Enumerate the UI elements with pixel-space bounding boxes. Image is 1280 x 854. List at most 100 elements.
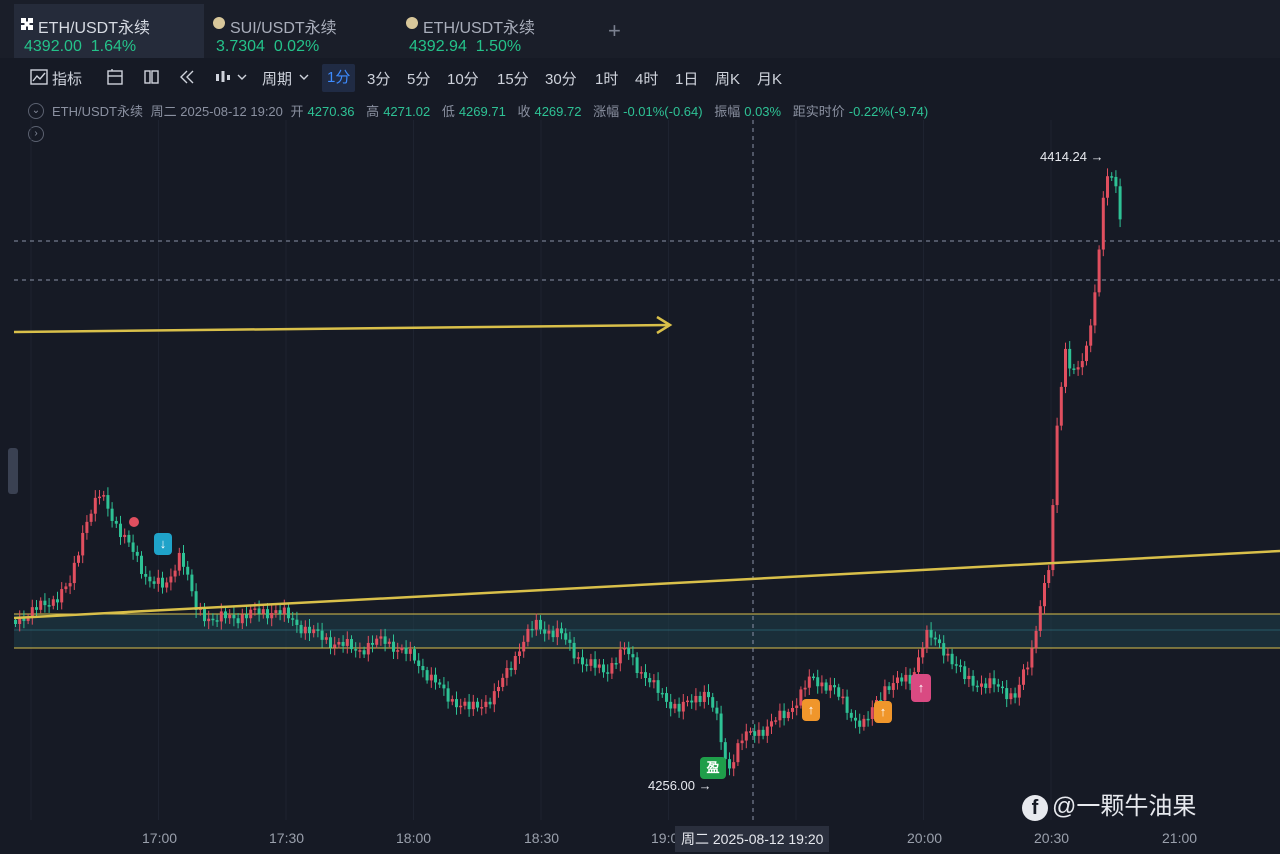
candle-body: [417, 660, 421, 667]
candle-body: [173, 570, 177, 577]
candle-body: [1072, 368, 1076, 370]
indicator-icon[interactable]: [30, 68, 48, 86]
template-icon[interactable]: [106, 68, 124, 86]
tab-bar: ETH/USDT永续 4392.00 1.64% SUI/USDT永续 3.73…: [0, 0, 1280, 58]
candle-body: [182, 552, 185, 567]
x-axis: 17:00 17:30 18:00 18:30 19:00 20:00 20:3…: [0, 822, 1280, 854]
interval-month[interactable]: 月K: [757, 71, 783, 88]
candle-body: [896, 677, 899, 684]
candlestick-chart[interactable]: [14, 120, 1280, 820]
candle-body: [757, 729, 761, 736]
candle-body: [849, 712, 853, 718]
candle-body: [749, 731, 752, 733]
candle-type-icon[interactable]: [214, 68, 232, 86]
tab-sui-usdt-perp[interactable]: SUI/USDT永续 3.7304 0.02%: [206, 4, 396, 58]
candle-body: [408, 649, 412, 654]
candle-body: [933, 637, 937, 640]
candle-body: [1097, 249, 1101, 293]
candle-body: [337, 641, 341, 645]
interval-1d[interactable]: 1日: [675, 71, 699, 88]
interval-5m[interactable]: 5分: [407, 71, 431, 88]
candle-body: [904, 674, 908, 682]
candle-body: [589, 659, 593, 666]
interval-4h[interactable]: 4时: [635, 71, 659, 88]
candle-body: [442, 684, 446, 689]
candle-body: [862, 718, 866, 727]
interval-15m[interactable]: 15分: [497, 71, 529, 88]
candle-body: [39, 600, 43, 610]
candle-body: [807, 676, 811, 688]
interval-1m[interactable]: 1分: [322, 64, 356, 92]
chevron-down-icon[interactable]: [236, 70, 254, 88]
candle-body: [219, 611, 223, 622]
candle-body: [253, 608, 257, 610]
candle-body: [702, 691, 706, 702]
candle-body: [828, 685, 832, 691]
add-tab-button[interactable]: +: [608, 18, 621, 43]
candle-body: [165, 582, 169, 588]
candle-body: [1118, 186, 1122, 220]
replay-icon[interactable]: [178, 68, 196, 86]
candle-body: [312, 629, 316, 634]
interval-week[interactable]: 周K: [715, 71, 741, 88]
interval-3m[interactable]: 3分: [367, 71, 391, 88]
candle-body: [992, 678, 996, 685]
candle-body: [329, 637, 332, 648]
candle-body: [711, 697, 715, 708]
candle-body: [148, 576, 152, 582]
interval-10m[interactable]: 10分: [447, 71, 479, 88]
candle-body: [471, 701, 475, 710]
candle-body: [375, 638, 379, 645]
candle-body: [996, 684, 1000, 687]
candle-body: [152, 581, 156, 584]
expand-icon[interactable]: ›: [28, 126, 44, 142]
collapse-icon[interactable]: ⌄: [28, 103, 44, 119]
candle-body: [1110, 176, 1114, 178]
candle-body: [841, 696, 845, 699]
tab-eth-usdt-perp[interactable]: ETH/USDT永续 4392.00 1.64%: [14, 4, 204, 58]
buy-signal-marker[interactable]: ↑: [911, 674, 931, 702]
tab-title: ETH/USDT永续: [38, 20, 151, 37]
candle-body: [1009, 693, 1013, 700]
interval-1h[interactable]: 1时: [595, 71, 619, 88]
candle-body: [975, 685, 979, 688]
change-value: -0.01%(-0.64): [623, 104, 703, 119]
candle-body: [320, 630, 324, 640]
candle-body: [639, 672, 643, 674]
candle-body: [467, 701, 471, 710]
candle-body: [732, 762, 736, 769]
sell-signal-marker[interactable]: ↓: [154, 533, 172, 555]
profit-marker[interactable]: 盈: [700, 757, 726, 779]
chart-toolbar: 指标 周期 1分 3分 5分 10分 15分 30分 1时 4时 1日 周K 月…: [0, 58, 1280, 96]
candle-body: [719, 713, 723, 743]
candle-body: [434, 674, 437, 683]
candle-body: [106, 495, 110, 509]
candle-body: [26, 617, 30, 621]
indicators-button[interactable]: 指标: [52, 71, 83, 88]
info-datetime: 周二 2025-08-12 19:20: [150, 104, 283, 119]
candle-body: [803, 687, 807, 690]
candle-body: [455, 699, 458, 708]
candle-body: [698, 695, 702, 702]
buy-signal-marker[interactable]: ↑: [874, 701, 892, 723]
chevron-down-icon[interactable]: [298, 70, 316, 88]
candle-body: [887, 686, 891, 690]
candle-body: [1017, 684, 1021, 698]
buy-signal-marker[interactable]: ↑: [802, 699, 820, 721]
period-button[interactable]: 周期: [262, 71, 293, 88]
candle-body: [400, 647, 404, 651]
candle-body: [186, 566, 190, 575]
layout-icon[interactable]: [143, 68, 161, 86]
ohlc-info: ETH/USDT永续 周二 2025-08-12 19:20 开 4270.36 …: [52, 101, 936, 120]
candles-group: [14, 168, 1122, 777]
candle-body: [942, 643, 946, 656]
candle-body: [824, 682, 828, 691]
tab-eth-usdt-perp-2[interactable]: ETH/USDT永续 4392.94 1.50%: [399, 4, 589, 58]
candle-body: [60, 589, 64, 603]
interval-30m[interactable]: 30分: [545, 71, 577, 88]
candle-body: [665, 693, 668, 702]
candle-body: [358, 650, 362, 652]
candle-body: [551, 630, 555, 638]
candle-body: [72, 562, 76, 584]
side-panel-handle[interactable]: [8, 448, 18, 494]
